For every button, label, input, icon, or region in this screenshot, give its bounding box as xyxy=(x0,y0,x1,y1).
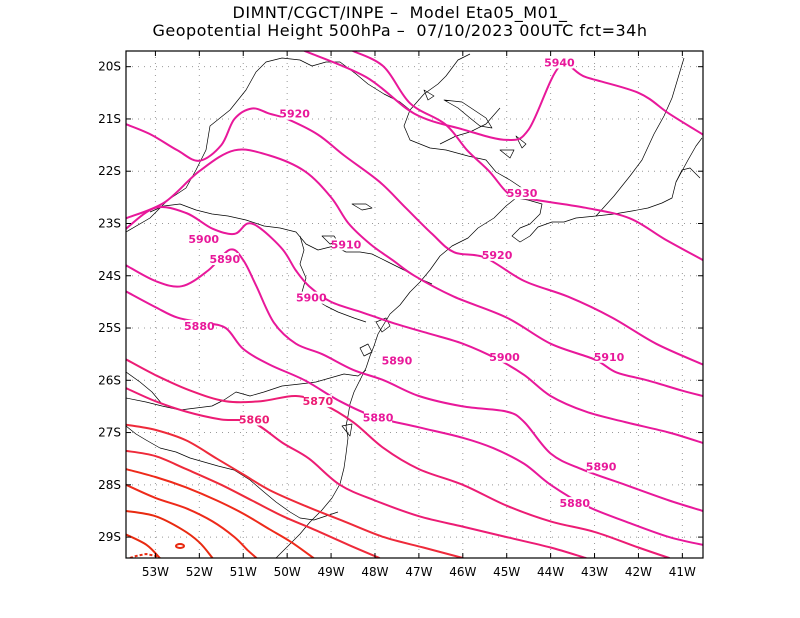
contour-label-bg xyxy=(189,233,218,246)
lat-tick-label: 24S xyxy=(98,269,121,283)
plot-frame xyxy=(125,50,704,559)
contour-label-bg xyxy=(364,411,393,424)
lat-tick-label: 28S xyxy=(98,478,121,492)
lon-tick-label: 41W xyxy=(669,565,696,579)
lon-tick-label: 50W xyxy=(274,565,301,579)
lon-tick-label: 49W xyxy=(317,565,344,579)
contour-label-5880: 5880 xyxy=(559,497,590,510)
lat-tick-label: 23S xyxy=(98,216,121,230)
contour-label-5930: 5930 xyxy=(507,187,538,200)
contour-label-5890: 5890 xyxy=(209,253,240,266)
contour-label-5940: 5940 xyxy=(544,56,575,69)
contour-label-bg xyxy=(297,291,326,304)
closed-contour xyxy=(129,543,185,558)
state-border xyxy=(126,57,533,233)
lon-tick-label: 44W xyxy=(537,565,564,579)
contour-label-bg xyxy=(490,350,519,363)
lon-tick-label: 47W xyxy=(405,565,432,579)
contour-label-5920: 5920 xyxy=(482,249,513,262)
contour-label-5900: 5900 xyxy=(296,292,327,305)
lat-tick-label: 26S xyxy=(98,373,121,387)
contour-label-bg xyxy=(545,56,574,69)
contour-label-bg xyxy=(483,248,512,261)
lat-tick-label: 27S xyxy=(98,426,121,440)
contour-label-5920: 5920 xyxy=(279,108,310,121)
contour-label-bg xyxy=(560,497,589,510)
contour-label-bg xyxy=(382,354,411,367)
contour-5800 xyxy=(126,533,161,558)
contour-label-bg xyxy=(587,460,616,473)
contour-label-bg xyxy=(210,253,239,266)
lon-tick-label: 42W xyxy=(625,565,652,579)
contour-5830 xyxy=(126,468,315,558)
state-border xyxy=(409,53,703,217)
contour-lines xyxy=(126,51,703,558)
contour-label-5910: 5910 xyxy=(594,351,625,364)
contour-5850 xyxy=(126,423,464,558)
state-border xyxy=(159,447,339,521)
lon-tick-label: 46W xyxy=(449,565,476,579)
contour-label-5900: 5900 xyxy=(188,233,219,246)
contour-label-5900: 5900 xyxy=(489,351,520,364)
contour-label-bg xyxy=(595,350,624,363)
lon-tick-label: 52W xyxy=(186,565,213,579)
lon-tick-label: 45W xyxy=(493,565,520,579)
state-border xyxy=(149,203,433,285)
contour-label-bg xyxy=(303,395,332,408)
lon-tick-label: 51W xyxy=(230,565,257,579)
contour-5840 xyxy=(126,449,381,558)
contour-5810 xyxy=(126,510,214,558)
map-title: DIMNT/CGCT/INPE – Model Eta05_M01_ Geopo… xyxy=(0,4,800,40)
contour-5930 xyxy=(352,51,703,262)
lon-tick-label: 53W xyxy=(142,565,169,579)
contour-label-5860: 5860 xyxy=(239,413,270,426)
lon-tick-label: 48W xyxy=(361,565,388,579)
contour-label-5910: 5910 xyxy=(331,238,362,251)
contour-label-5880: 5880 xyxy=(363,411,394,424)
country-border xyxy=(126,371,163,449)
contour-5870 xyxy=(126,358,671,558)
contour-label-5890: 5890 xyxy=(586,461,617,474)
title-line-1: DIMNT/CGCT/INPE – Model Eta05_M01_ xyxy=(232,3,568,22)
lat-tick-label: 25S xyxy=(98,321,121,335)
contour-label-5880: 5880 xyxy=(184,320,215,333)
contour-5860 xyxy=(126,387,587,558)
contour-label-bg xyxy=(280,107,309,120)
title-line-2: Geopotential Height 500hPa – 07/10/2023 … xyxy=(152,21,648,40)
contour-labels: 5940 5930 5920 5920 5910 5910 5900 5900 5900 5890… xyxy=(184,56,625,510)
lat-tick-label: 22S xyxy=(98,164,121,178)
contour-label-bg xyxy=(331,238,360,251)
lat-tick-label: 29S xyxy=(98,530,121,544)
lat-tick-label: 20S xyxy=(98,60,121,74)
lat-tick-label: 21S xyxy=(98,112,121,126)
contour-5920 xyxy=(126,107,703,366)
contour-label-bg xyxy=(185,319,214,332)
contour-label-bg xyxy=(240,413,269,426)
contour-5940 xyxy=(303,51,703,141)
contour-5910 xyxy=(126,148,703,397)
contour-label-5890: 5890 xyxy=(382,354,413,367)
axis-ticks: 53W 52W 51W 50W 49W 48W 47W 46W 45W 44W 43W 42W 41W 2… xyxy=(98,51,703,579)
contour-5900 xyxy=(126,206,703,444)
lon-tick-label: 43W xyxy=(581,565,608,579)
contour-label-5870: 5870 xyxy=(303,395,334,408)
contour-label-bg xyxy=(508,187,537,200)
contour-5820 xyxy=(126,483,258,558)
